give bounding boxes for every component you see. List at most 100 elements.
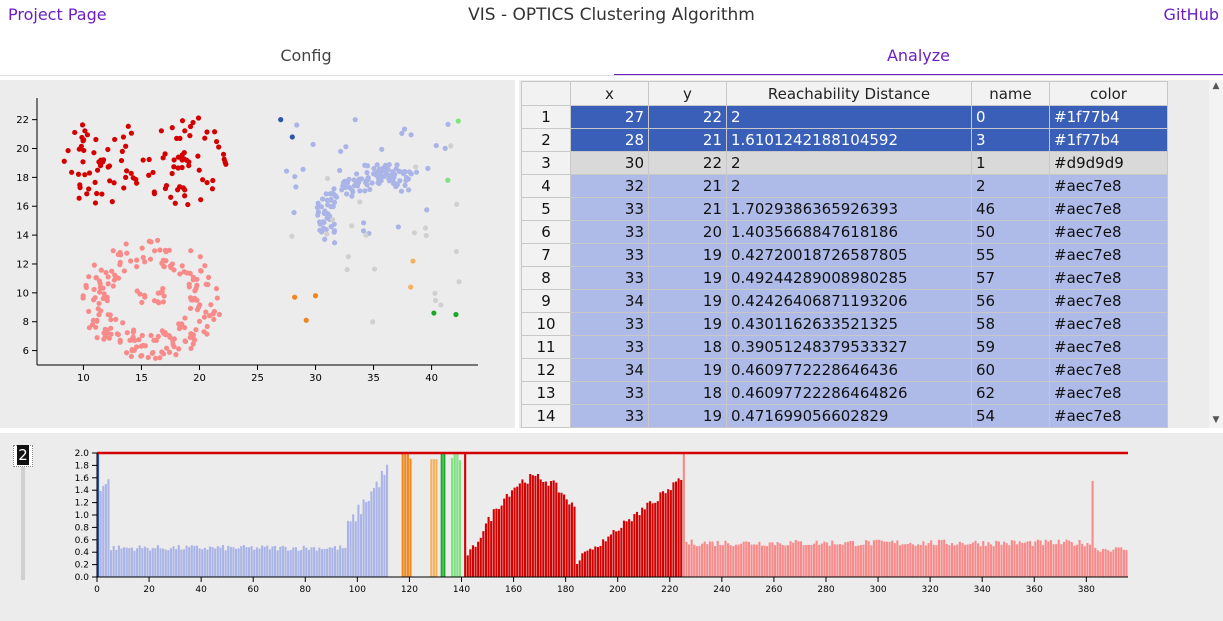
table-row[interactable]: 3 30 22 2 1 #d9d9d9 xyxy=(521,151,1168,175)
data-point xyxy=(163,182,170,189)
reachability-bar xyxy=(1101,548,1105,577)
data-point xyxy=(187,305,194,311)
table-scrollbar[interactable]: ▲ ▼ xyxy=(1209,80,1223,428)
data-point xyxy=(147,256,154,262)
scroll-up-icon[interactable]: ▲ xyxy=(1212,81,1220,91)
table-row[interactable]: 5 33 21 1.7029386365926393 46 #aec7e8 xyxy=(521,197,1168,221)
table-row[interactable]: 2 28 21 1.6101242188104592 3 #1f77b4 xyxy=(521,128,1168,152)
data-point xyxy=(377,166,383,172)
reachability-cell: 1.6101242188104592 xyxy=(726,128,972,152)
data-point xyxy=(324,197,330,203)
reachability-bar xyxy=(714,545,717,577)
reachability-bar xyxy=(453,453,456,577)
data-point xyxy=(293,184,299,190)
color-cell: #aec7e8 xyxy=(1049,404,1168,428)
data-point xyxy=(161,293,167,299)
data-point xyxy=(456,279,462,285)
reachability-bar xyxy=(745,541,748,577)
name-cell: 50 xyxy=(971,220,1050,244)
reachability-bar xyxy=(573,506,576,577)
reachability-bar xyxy=(1120,547,1123,577)
tab-config[interactable]: Config xyxy=(280,46,332,65)
table-row[interactable]: 9 34 19 0.42426406871193206 56 #aec7e8 xyxy=(521,289,1168,313)
reachability-bar xyxy=(1114,547,1118,577)
reachability-bar xyxy=(505,494,508,577)
reachability-bar xyxy=(979,546,982,577)
reachability-bar xyxy=(513,487,516,577)
data-point xyxy=(163,258,169,264)
x-tick-label: 35 xyxy=(367,373,380,384)
reachability-cell: 0.42720018726587805 xyxy=(726,243,972,267)
reachability-bar xyxy=(818,544,821,577)
table-row[interactable]: 14 33 19 0.471699056602829 54 #aec7e8 xyxy=(521,404,1168,428)
table-row[interactable]: 6 33 20 1.4035668847618186 50 #aec7e8 xyxy=(521,220,1168,244)
reachability-bar xyxy=(904,544,907,577)
reachability-bar xyxy=(198,548,201,577)
col-reachability[interactable]: Reachability Distance xyxy=(726,81,972,106)
reachability-plot[interactable]: 0.0 0.2 0.4 0.6 0.8 1.0 1.2 1.4 1.6 1.8 2.0 0 20 40 60… xyxy=(0,433,1223,621)
reachability-bar xyxy=(130,547,133,577)
reachability-bar xyxy=(854,546,857,577)
project-page-link[interactable]: Project Page xyxy=(8,5,107,24)
data-point xyxy=(163,249,169,255)
github-link[interactable]: GitHub xyxy=(1163,5,1219,24)
x-cell: 33 xyxy=(570,381,649,405)
col-color[interactable]: color xyxy=(1049,81,1168,106)
reachability-bar xyxy=(680,479,683,577)
reachability-bar xyxy=(792,542,795,577)
threshold-slider-track[interactable] xyxy=(21,448,25,580)
table-row[interactable]: 12 34 19 0.4609772228646436 60 #aec7e8 xyxy=(521,358,1168,382)
scatter-plot[interactable]: 10 15 20 25 30 35 40 6 8 10 12 14 16 18 20 22 xyxy=(0,80,515,428)
data-point xyxy=(84,132,91,138)
data-point xyxy=(398,188,405,194)
reachability-bar xyxy=(1062,541,1066,577)
tab-analyze[interactable]: Analyze xyxy=(614,38,1223,76)
reachability-bar xyxy=(945,544,948,577)
reachability-bar xyxy=(497,508,501,577)
reachability-bar xyxy=(589,548,592,577)
data-point xyxy=(364,169,370,176)
col-y[interactable]: y xyxy=(648,81,727,106)
reachability-bar xyxy=(612,530,615,577)
table-row[interactable]: 7 33 19 0.42720018726587805 55 #aec7e8 xyxy=(521,243,1168,267)
data-point xyxy=(378,172,384,179)
col-x[interactable]: x xyxy=(570,81,649,106)
row-index-cell: 14 xyxy=(521,404,571,428)
reachability-bar xyxy=(1122,549,1125,577)
reachability-bar xyxy=(1039,540,1042,577)
data-point xyxy=(220,151,227,157)
col-name[interactable]: name xyxy=(971,81,1050,106)
data-point xyxy=(130,334,136,340)
reachability-bar xyxy=(302,545,305,577)
scroll-down-icon[interactable]: ▼ xyxy=(1212,415,1220,425)
data-point xyxy=(110,283,116,289)
data-point xyxy=(351,177,357,183)
reachability-bar xyxy=(328,547,331,577)
data-point xyxy=(213,138,220,145)
reachability-bar xyxy=(708,541,711,577)
data-point xyxy=(364,182,370,188)
table-row[interactable]: 13 33 18 0.46097722286464826 62 #aec7e8 xyxy=(521,381,1168,405)
reachability-bar xyxy=(193,545,196,577)
reachability-bar xyxy=(719,544,722,577)
data-point xyxy=(108,331,114,337)
reachability-bar xyxy=(123,547,126,577)
table-row[interactable]: 1 27 22 2 0 #1f77b4 xyxy=(521,105,1168,129)
reachability-bar xyxy=(1057,539,1060,577)
table-row[interactable]: 4 32 21 2 2 #aec7e8 xyxy=(521,174,1168,198)
reachability-bar xyxy=(297,550,300,577)
col-index[interactable] xyxy=(521,81,571,106)
data-point xyxy=(357,199,363,205)
reachability-bar xyxy=(162,548,165,577)
table-row[interactable]: 10 33 19 0.4301162633521325 58 #aec7e8 xyxy=(521,312,1168,336)
data-point xyxy=(289,134,295,140)
reachability-bar xyxy=(149,550,152,577)
table-row[interactable]: 8 33 19 0.49244289008980285 57 #aec7e8 xyxy=(521,266,1168,290)
x-tick-label: 30 xyxy=(309,373,322,384)
data-point xyxy=(182,338,189,345)
reachability-bar xyxy=(219,547,222,577)
data-point xyxy=(208,302,214,308)
reachability-bar xyxy=(1047,541,1050,577)
table-row[interactable]: 11 33 18 0.39051248379533327 59 #aec7e8 xyxy=(521,335,1168,359)
reachability-bar xyxy=(313,547,316,577)
